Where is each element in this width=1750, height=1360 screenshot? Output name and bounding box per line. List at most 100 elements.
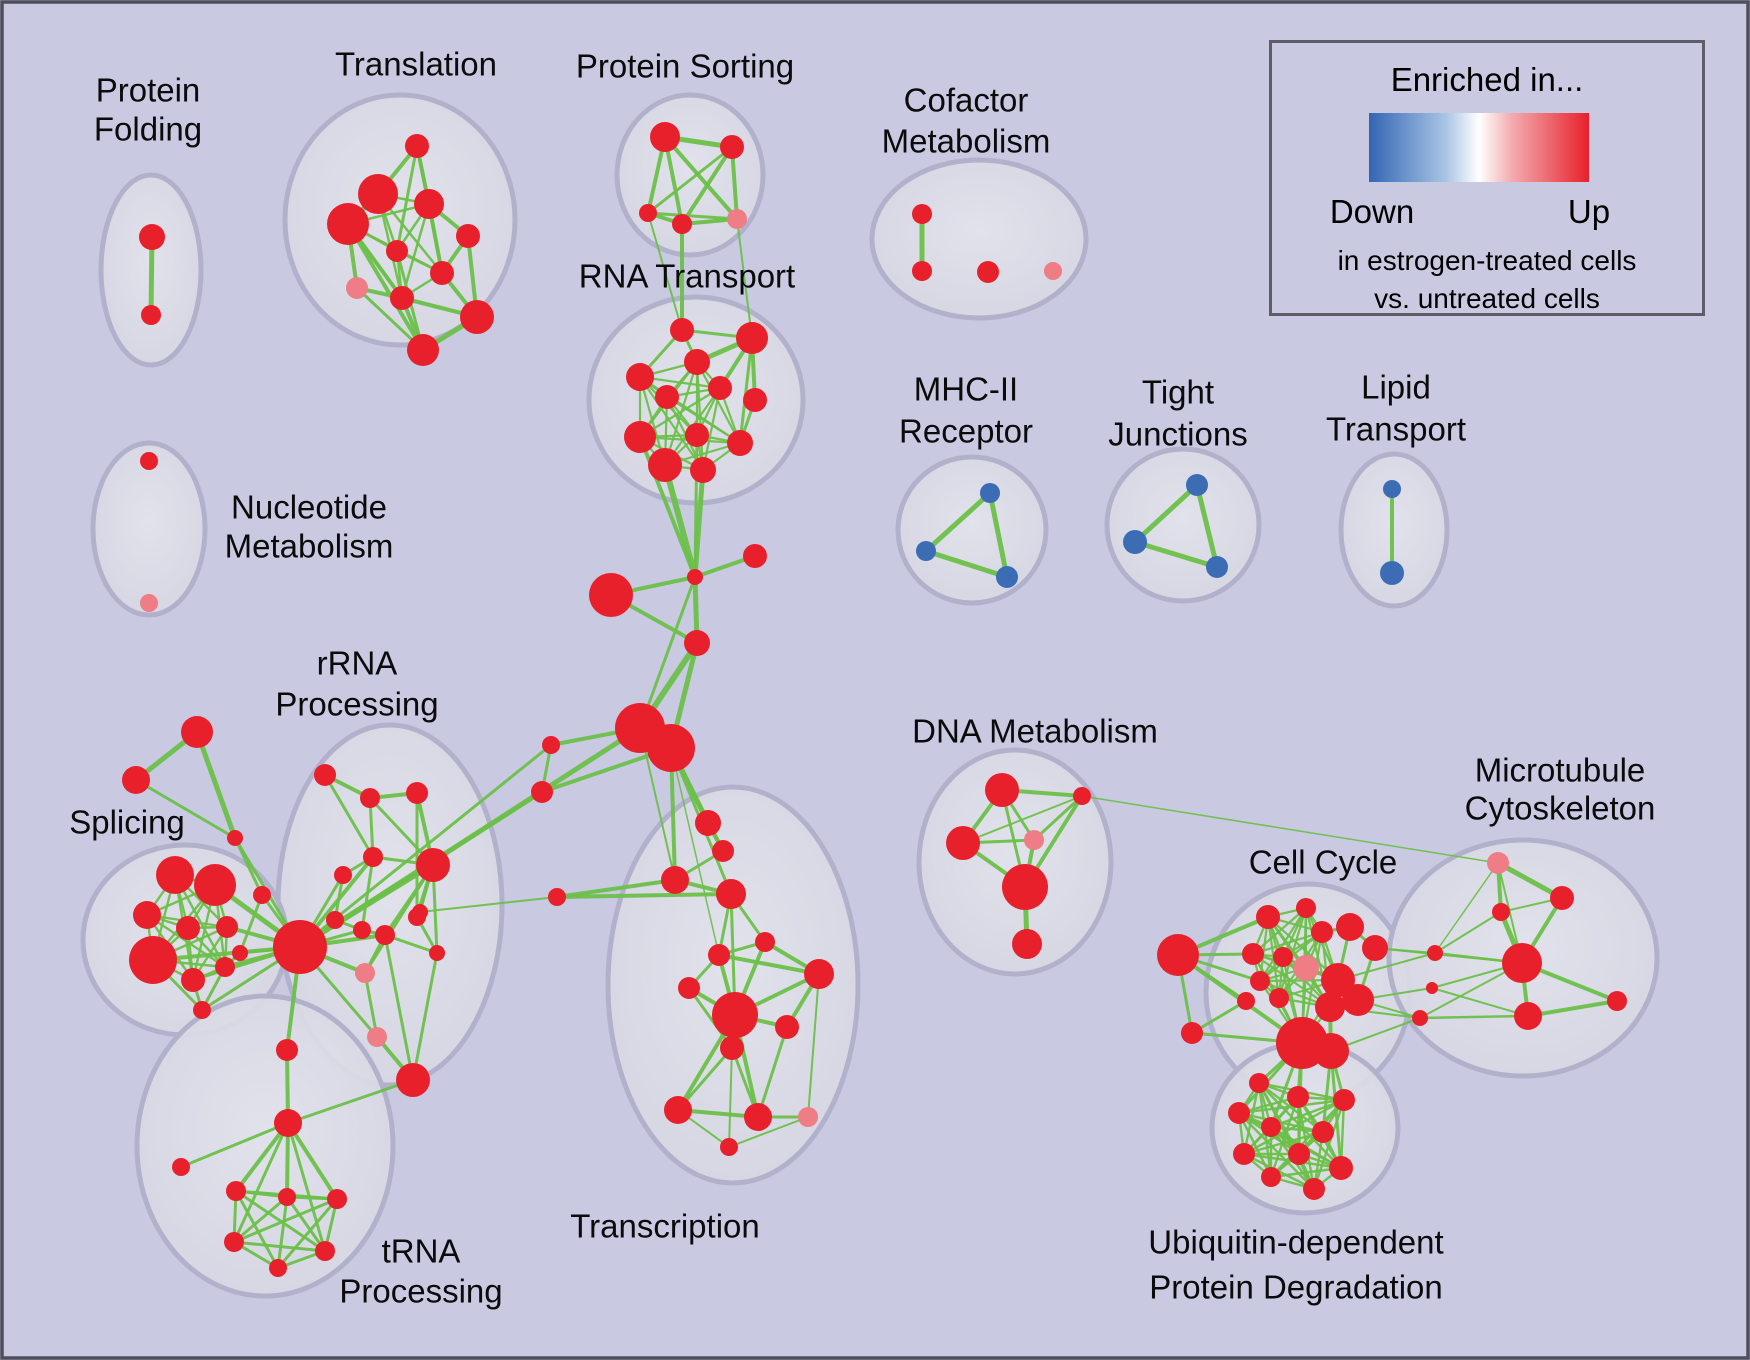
node-trn3 — [278, 1188, 296, 1206]
edge-mt1-mt2 — [1495, 860, 1565, 901]
node-rt4 — [626, 363, 654, 391]
edge-tr16-tr15 — [728, 1116, 809, 1148]
node-tr15 — [798, 1107, 818, 1127]
node-rr3 — [406, 782, 428, 804]
edge-ps2-ps4 — [680, 145, 734, 226]
node-cc6 — [1273, 947, 1293, 967]
edge-ub4-ub6 — [1237, 1111, 1325, 1134]
node-dm6 — [1012, 929, 1042, 959]
node-c7 — [542, 736, 560, 754]
node-rt9 — [685, 423, 709, 447]
cluster-label-protein-folding-line2: Folding — [94, 111, 202, 148]
edge-tr5-tr4 — [555, 892, 733, 899]
edge-trn2-trn7 — [234, 1189, 280, 1270]
edge-trnhub-trn4 — [286, 1121, 339, 1201]
edge-trn4-trn7 — [276, 1197, 339, 1270]
edge-ps3-ps5 — [646, 211, 739, 221]
edge-rt6-rt12 — [701, 386, 722, 472]
node-j2 — [1426, 982, 1438, 994]
edge-c7-rrhub — [298, 743, 553, 949]
node-cc14 — [1315, 992, 1345, 1022]
node-t1 — [405, 134, 429, 158]
node-cc15 — [1181, 1022, 1203, 1044]
cluster-label-ubiquitin-degradation-line1: Ubiquitin-dependent — [1148, 1224, 1443, 1261]
cluster-label-nucleotide-metabolism-line1: Nucleotide — [231, 489, 387, 526]
cluster-label-cofactor-metabolism-line1: Cofactor — [904, 82, 1029, 119]
edge-c1-c5 — [638, 575, 697, 730]
edge-trnhub-trn1 — [179, 1121, 290, 1169]
edge-dm2-dm4 — [1032, 794, 1084, 842]
node-ub11 — [1303, 1178, 1325, 1200]
edge-rr11-rr14 — [411, 951, 439, 1082]
node-tj3 — [1206, 556, 1228, 578]
node-lt2 — [1380, 561, 1404, 585]
legend-subtitle-line1: in estrogen-treated cells — [1337, 245, 1637, 276]
edge-j2-mt5 — [1431, 987, 1529, 1017]
edge-trn5-trn6 — [232, 1240, 327, 1253]
node-rr4 — [363, 847, 383, 867]
node-rt11 — [648, 448, 682, 482]
node-tr6 — [755, 932, 775, 952]
node-cf4 — [1044, 262, 1062, 280]
node-cc3 — [1311, 921, 1333, 943]
node-ps4 — [672, 214, 692, 234]
node-mt3 — [1492, 903, 1510, 921]
cluster-ellipse-tight-junctions — [1104, 446, 1262, 604]
edge-rr12-rr13 — [363, 971, 379, 1039]
edge-mh1-mh3 — [987, 490, 1010, 580]
edge-ps1-ps5 — [663, 135, 739, 221]
edge-j1-mt3 — [1434, 911, 1502, 954]
edge-ps2-ps5 — [730, 145, 739, 221]
node-mt6 — [1607, 991, 1627, 1011]
edge-tj1-tj2 — [1132, 482, 1200, 545]
node-sp8 — [181, 968, 205, 992]
node-c3 — [589, 573, 633, 617]
edge-sp6-sp11 — [238, 893, 264, 955]
node-mh2 — [916, 541, 936, 561]
cluster-label-rrna-processing-line1: rRNA — [317, 645, 398, 682]
node-rt5 — [655, 385, 679, 409]
node-tr2 — [712, 840, 734, 862]
node-t2 — [358, 174, 398, 214]
node-nm2 — [140, 594, 158, 612]
edge-tr8-tr15 — [807, 973, 820, 1118]
edge-cchub2-ub9 — [1329, 1049, 1343, 1170]
edge-dm2-mt1 — [1081, 795, 1499, 864]
node-cf3 — [977, 261, 999, 283]
node-cc5 — [1242, 943, 1264, 965]
node-trn7 — [269, 1259, 287, 1277]
node-rr15 — [412, 904, 428, 920]
node-tr16 — [720, 1138, 738, 1156]
legend-gradient-bar — [1369, 113, 1589, 182]
node-sp3 — [133, 901, 161, 929]
cluster-label-lipid-transport-line1: Lipid — [1361, 369, 1431, 406]
node-ub2 — [1287, 1086, 1309, 1108]
node-tr14 — [744, 1103, 772, 1131]
node-rr13 — [367, 1027, 387, 1047]
cluster-label-cofactor-metabolism-line2: Metabolism — [882, 123, 1051, 160]
edge-sp3-sp9 — [145, 913, 227, 969]
node-cc8 — [1250, 971, 1270, 991]
node-dm2 — [1073, 787, 1091, 805]
node-sp5 — [216, 916, 238, 938]
edge-rr15-tr5 — [419, 896, 558, 913]
node-rt10 — [727, 430, 753, 456]
node-mt5 — [1514, 1002, 1542, 1030]
node-tr3 — [661, 866, 689, 894]
edge-ps3-rt1 — [647, 212, 683, 331]
node-rr14 — [396, 1063, 430, 1097]
edge-trn3-trn5 — [232, 1195, 289, 1244]
node-cc11 — [1237, 992, 1255, 1010]
cluster-ellipse-mhc-ii-receptor — [895, 454, 1049, 606]
edge-rt9-c1 — [693, 433, 699, 579]
node-dm4 — [1024, 830, 1044, 850]
node-rt8 — [624, 421, 656, 453]
node-rr16 — [276, 1039, 298, 1061]
node-rr7 — [326, 911, 344, 929]
edge-tri1-tri3 — [194, 729, 238, 841]
edge-trn4-trn5 — [232, 1197, 339, 1244]
node-lt1 — [1383, 480, 1401, 498]
edge-cc3-cc5 — [1251, 930, 1324, 956]
edge-ub6-ub7 — [1242, 1130, 1325, 1156]
